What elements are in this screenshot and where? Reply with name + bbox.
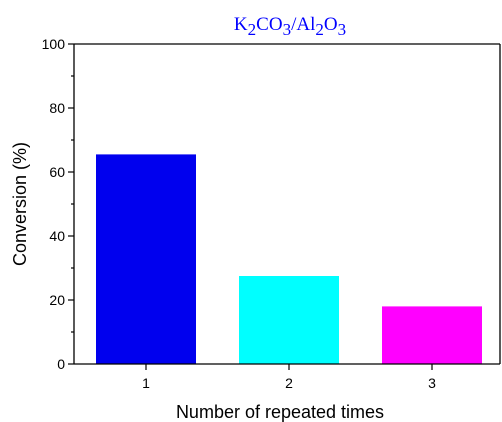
chart-title: K2CO3/Al2O3 — [234, 14, 346, 39]
bars-group — [96, 154, 482, 364]
chart-title-part-7: 3 — [338, 20, 347, 39]
y-tick-label-100: 100 — [42, 36, 66, 52]
y-tick-label-0: 0 — [57, 356, 65, 372]
x-tick-label-2: 2 — [285, 375, 293, 391]
x-ticks-group: 1 2 3 — [142, 364, 436, 391]
chart-title-part-5: 2 — [315, 20, 324, 39]
y-ticks-group: 0 20 40 60 80 100 — [42, 36, 74, 372]
x-tick-label-1: 1 — [142, 375, 150, 391]
y-tick-label-80: 80 — [49, 100, 65, 116]
chart-title-part-1: 2 — [248, 20, 257, 39]
y-axis-title: Conversion (%) — [10, 142, 30, 266]
chart-title-part-0: K — [234, 14, 248, 35]
y-tick-label-40: 40 — [49, 228, 65, 244]
chart-title-part-2: CO — [256, 14, 282, 35]
bar-3 — [382, 306, 482, 364]
chart-title-part-4: /Al — [291, 14, 315, 35]
chart-title-part-6: O — [324, 14, 338, 35]
bar-1 — [96, 154, 196, 364]
y-tick-label-20: 20 — [49, 292, 65, 308]
x-axis-title: Number of repeated times — [176, 402, 384, 422]
bar-2 — [239, 276, 339, 364]
x-tick-label-3: 3 — [428, 375, 436, 391]
y-tick-label-60: 60 — [49, 164, 65, 180]
chart-title-part-3: 3 — [283, 20, 292, 39]
